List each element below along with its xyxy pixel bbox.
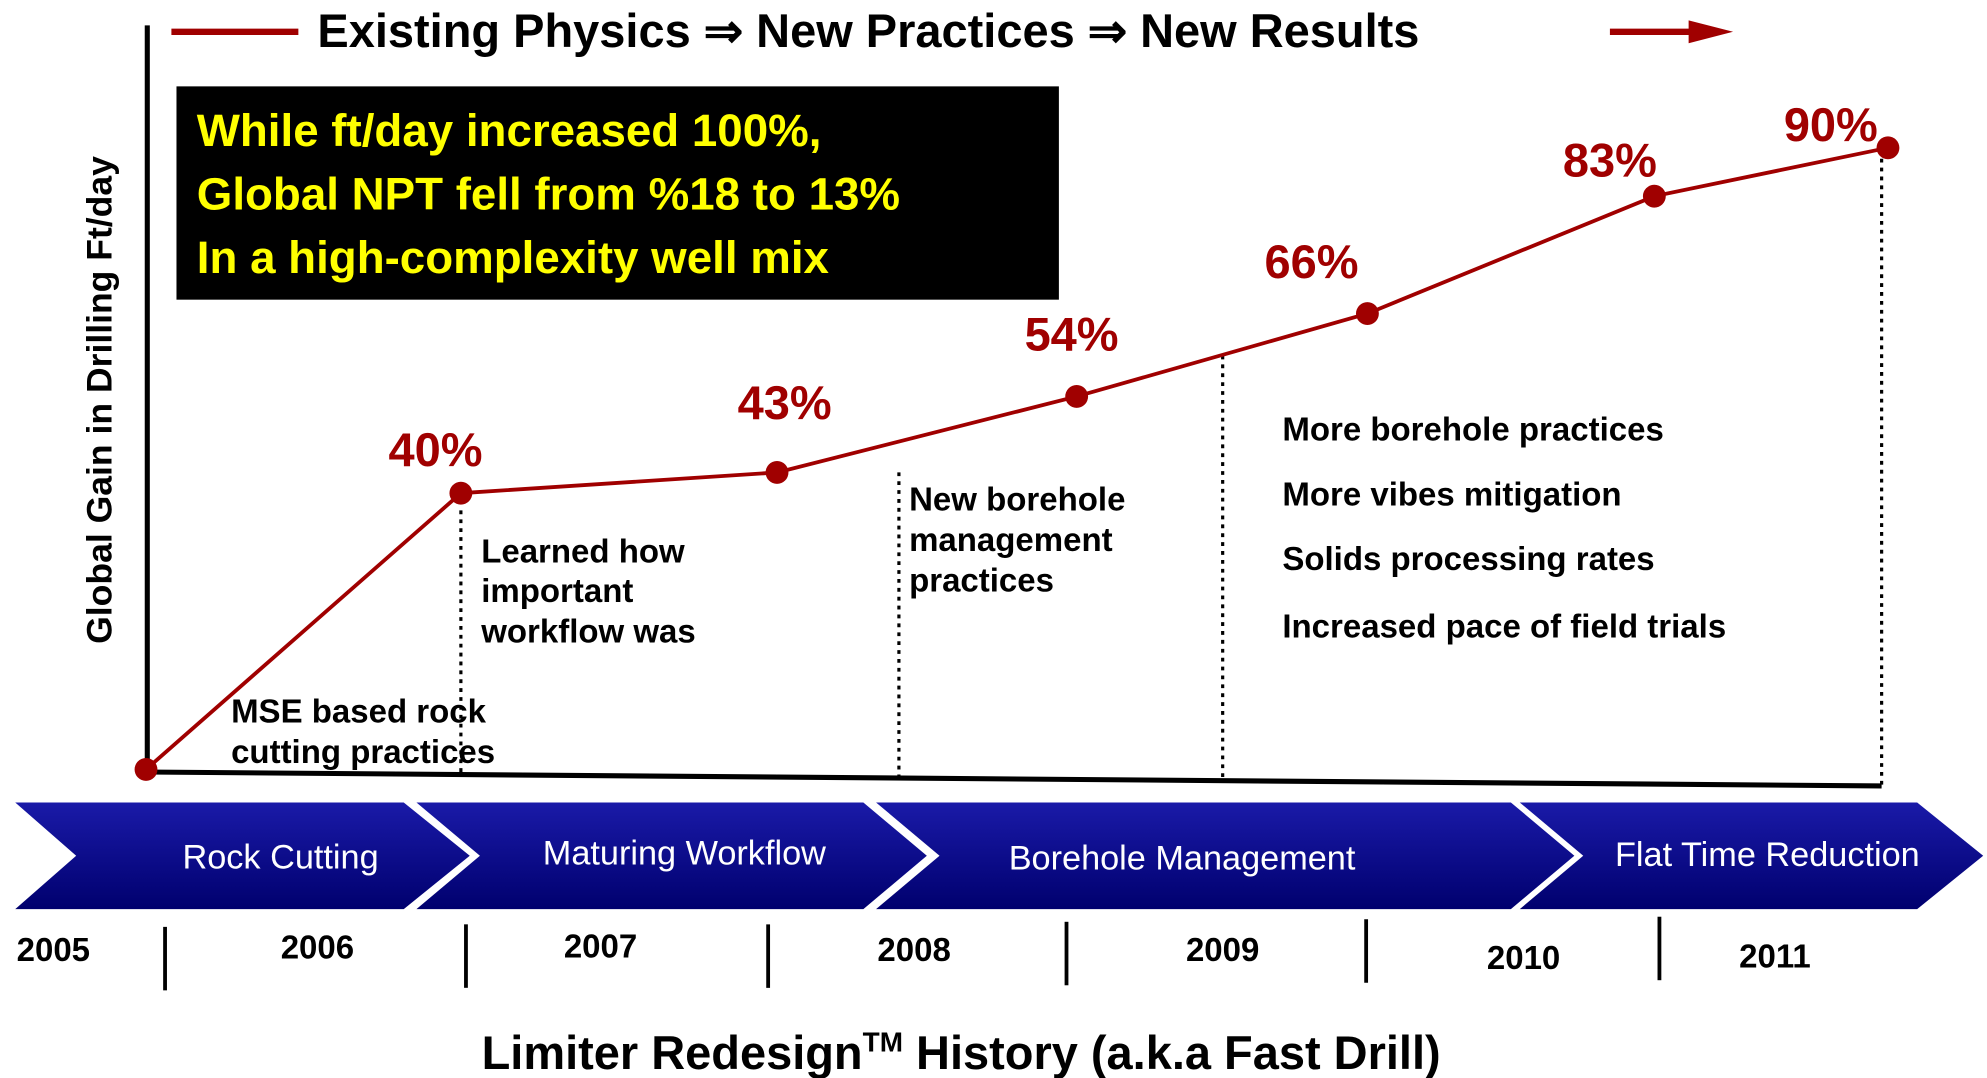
value-label: 43% [738, 376, 832, 429]
callout-line: In a high-complexity well mix [197, 232, 830, 283]
y-axis-label: Global Gain in Drilling Ft/day [80, 156, 120, 644]
title-arrowhead [1688, 20, 1734, 44]
callout-line: Global NPT fell from %18 to 13% [197, 169, 900, 220]
value-label: 54% [1025, 307, 1119, 360]
year-label: 2005 [17, 931, 90, 968]
annotation: New borehole [909, 480, 1125, 517]
phase-label: Flat Time Reduction [1615, 836, 1920, 874]
annotation: Increased pace of field trials [1282, 607, 1726, 644]
phase-chevron [1519, 802, 1984, 910]
point [765, 461, 789, 484]
annotation: MSE based rock [231, 692, 487, 729]
year-label: 2006 [281, 929, 354, 966]
value-label: 83% [1563, 134, 1657, 187]
year-label: 2009 [1186, 931, 1259, 968]
callout-box [176, 86, 1059, 300]
value-label: 66% [1265, 235, 1359, 288]
annotation: important [481, 572, 633, 609]
annotation: management [909, 521, 1113, 558]
annotation: Solids processing rates [1282, 540, 1654, 577]
phase-label: Borehole Management [1009, 840, 1356, 878]
caption-main: Limiter Redesign [482, 1026, 863, 1078]
phase-chevron [416, 802, 927, 910]
caption-rest: History (a.k.a Fast Drill) [903, 1026, 1441, 1078]
point [1642, 184, 1666, 208]
annotation: practices [909, 562, 1054, 599]
phase-chevron [876, 802, 1575, 910]
annotation: More borehole practices [1282, 411, 1663, 448]
point [134, 758, 158, 781]
year-label: 2008 [877, 931, 950, 968]
year-label: 2011 [1739, 938, 1811, 975]
annotation: workflow was [480, 612, 696, 649]
chart-title: Existing Physics ⇒ New Practices ⇒ New R… [317, 4, 1419, 57]
caption: Limiter RedesignTM History (a.k.a Fast D… [482, 1026, 1441, 1078]
point [1355, 302, 1379, 326]
annotation: cutting practices [231, 733, 495, 770]
callout-line: While ft/day increased 100%, [197, 105, 822, 156]
point [1876, 136, 1900, 160]
point [1065, 385, 1089, 408]
year-label: 2010 [1487, 939, 1560, 976]
year-label: 2007 [564, 927, 637, 964]
value-label: 40% [388, 423, 482, 476]
annotation: Learned how [481, 532, 685, 569]
point [449, 481, 473, 505]
value-label: 90% [1784, 98, 1878, 151]
phase-label: Maturing Workflow [543, 835, 826, 873]
caption-sup: TM [863, 1026, 903, 1057]
annotation: More vibes mitigation [1282, 475, 1621, 512]
phase-label: Rock Cutting [183, 838, 379, 876]
x-axis [144, 769, 1882, 789]
phase-chevron [15, 802, 470, 910]
